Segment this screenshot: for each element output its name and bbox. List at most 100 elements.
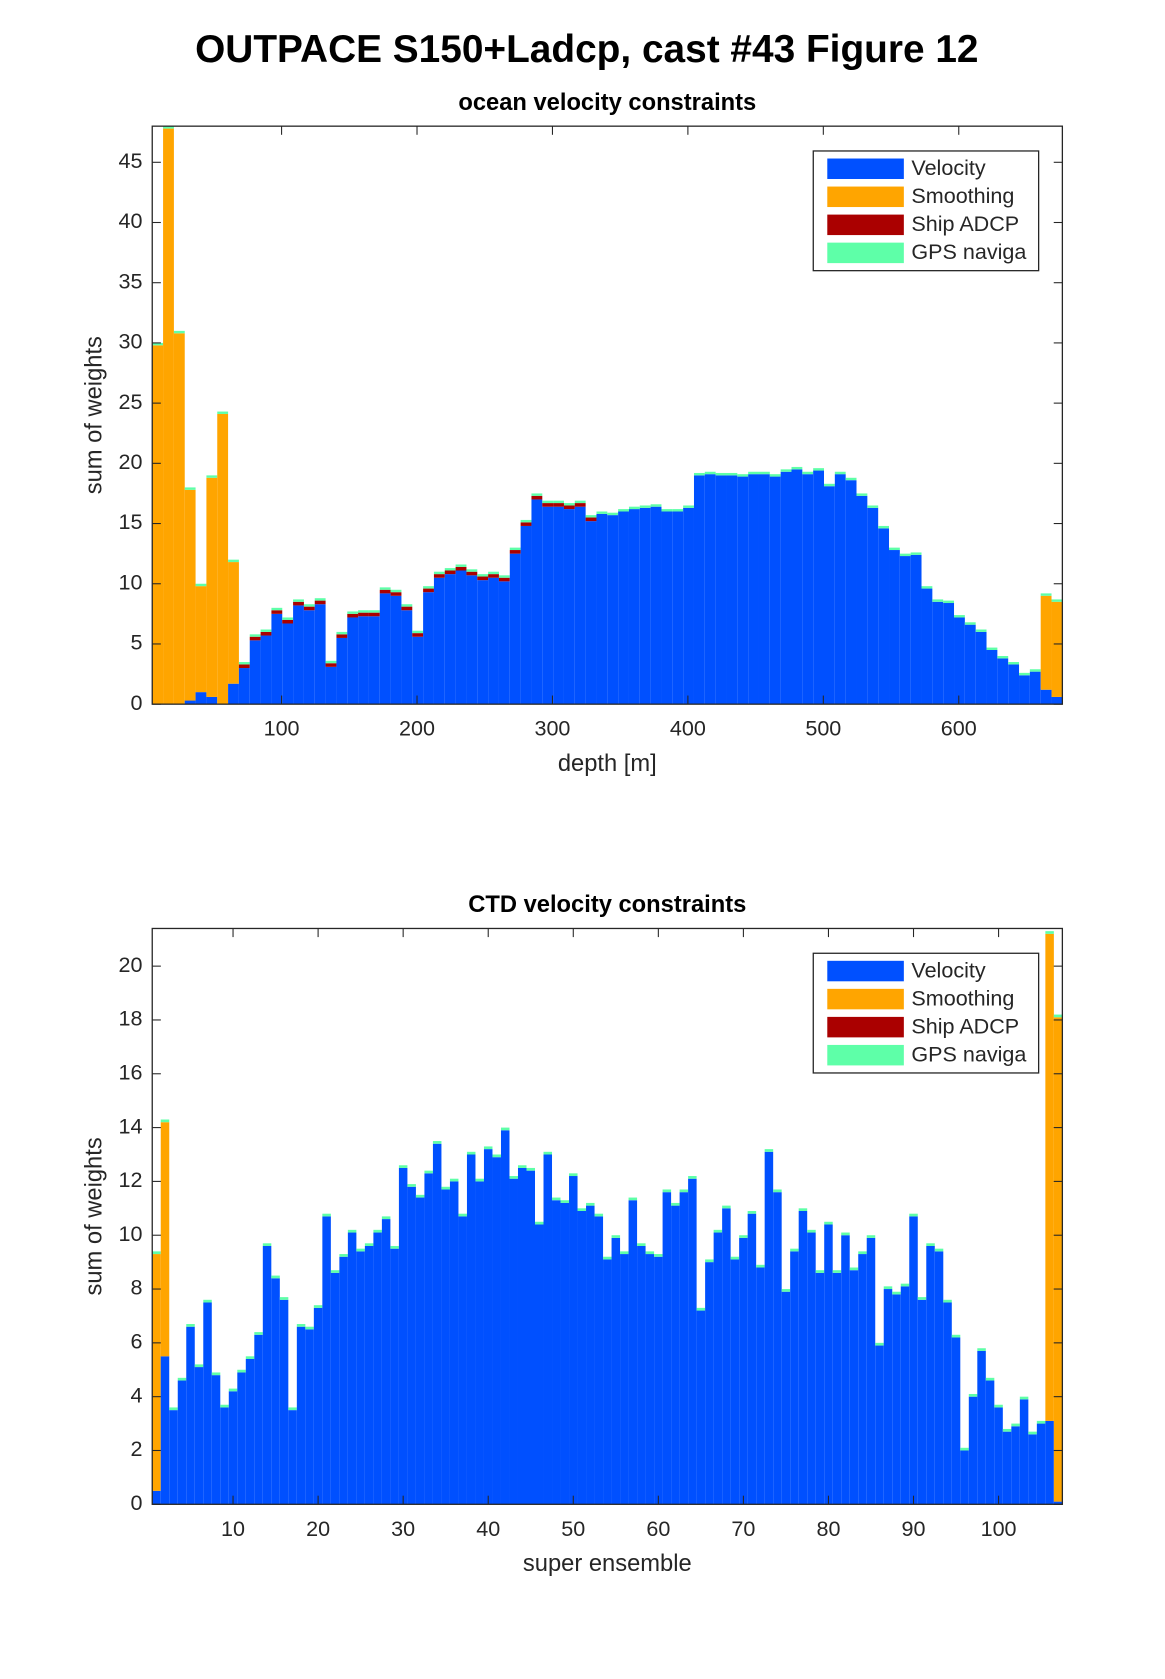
bar-segment [715,472,727,476]
bar-segment [217,411,229,414]
bar-segment [764,1149,774,1152]
bar-segment [330,1272,340,1505]
bar-segment [713,1229,723,1233]
bar-segment [293,601,304,606]
bar-segment [336,634,348,638]
bar-segment [401,606,413,611]
bar-segment [444,574,456,705]
x-tick-label: 20 [306,1516,330,1541]
bar-segment [177,1380,187,1505]
bar-segment [305,1326,314,1330]
bar-segment [618,509,629,512]
x-tick-label: 100 [981,1516,1017,1541]
bar-segment [747,1213,757,1505]
bar-segment [358,616,369,705]
bar-segment [841,1235,850,1505]
bar-segment [889,547,900,551]
legend-swatch [827,1016,904,1038]
bar-segment [245,1359,255,1505]
bar-segment [807,1229,816,1233]
bar-segment [639,505,651,508]
bar-segment [650,506,662,705]
bar-segment [477,576,489,581]
bar-segment [279,1299,289,1505]
bar-segment [679,1189,689,1193]
bar-segment [730,1259,740,1505]
bar-segment [802,471,814,475]
bars [152,126,1063,705]
bar-segment [358,612,369,617]
legend-label: Ship ADCP [911,1013,1019,1038]
bar-segment [195,586,207,693]
y-tick-label: 16 [119,1059,143,1084]
bar-segment [878,525,890,529]
bar-segment [866,1237,876,1505]
legend-swatch [827,158,904,180]
bar-segment [517,1167,527,1505]
bar-segment [194,1364,204,1368]
bar-segment [596,511,608,514]
bar-segment [858,1254,867,1505]
bar-segment [296,1326,306,1505]
bar-segment [910,552,922,555]
bar-segment [679,1192,689,1505]
bar-segment [756,1267,765,1505]
bar-segment [637,1243,646,1246]
bar-segment [683,505,694,508]
bar-segment [163,126,174,129]
y-tick-label: 20 [119,952,143,977]
bar-segment [423,588,434,593]
bar-segment [282,623,294,705]
bar-segment [574,500,586,504]
bar-segment [688,1178,697,1505]
bar-segment [934,1248,944,1252]
bar-segment [858,1251,867,1255]
bar-segment [531,499,543,705]
bar-segment [249,634,261,637]
bar-segment [433,571,445,575]
bar-segment [672,511,684,705]
x-axis-label: depth [m] [558,751,657,777]
bar-segment [875,1345,884,1505]
legend-label: Smoothing [911,183,1014,208]
bar-segment [747,1211,757,1214]
bar-segment [466,571,478,576]
bar-segment [722,1205,731,1209]
bar-segment [1053,1501,1063,1505]
bar-segment [1028,1434,1037,1505]
bar-segment [563,509,575,705]
bar-segment [900,1286,910,1505]
bar-segment [985,1377,995,1381]
bar-segment [921,586,933,589]
bar-segment [475,1181,484,1505]
bar-segment [249,640,261,705]
bar-segment [693,475,705,705]
bar-segment [899,553,911,557]
bar-segment [798,1208,808,1212]
bar-segment [500,1127,510,1131]
x-tick-label: 400 [670,716,706,741]
bar-segment [152,1490,161,1505]
bar-segment [866,1235,876,1238]
bar-segment [441,1186,450,1190]
axes-box [151,125,1064,705]
bar-segment [645,1251,655,1255]
bar-segment [455,564,467,567]
bar-segment [390,589,402,593]
y-tick-label: 10 [119,569,143,594]
bar-segment [152,345,164,705]
bar-segment [407,1186,416,1505]
bar-segment [288,1407,297,1411]
x-tick-label: 500 [805,716,841,741]
bar-segment [433,574,445,578]
bar-segment [620,1251,629,1255]
bar-segment [336,637,348,705]
bar-segment [603,1256,612,1260]
bar-segment [553,506,564,705]
bar-segment [368,616,380,705]
bar-segment [520,519,532,523]
bar-segment [1051,599,1063,602]
bar-segment [1053,1017,1063,1502]
bar-segment [466,1151,476,1155]
bar-segment [330,1270,340,1273]
